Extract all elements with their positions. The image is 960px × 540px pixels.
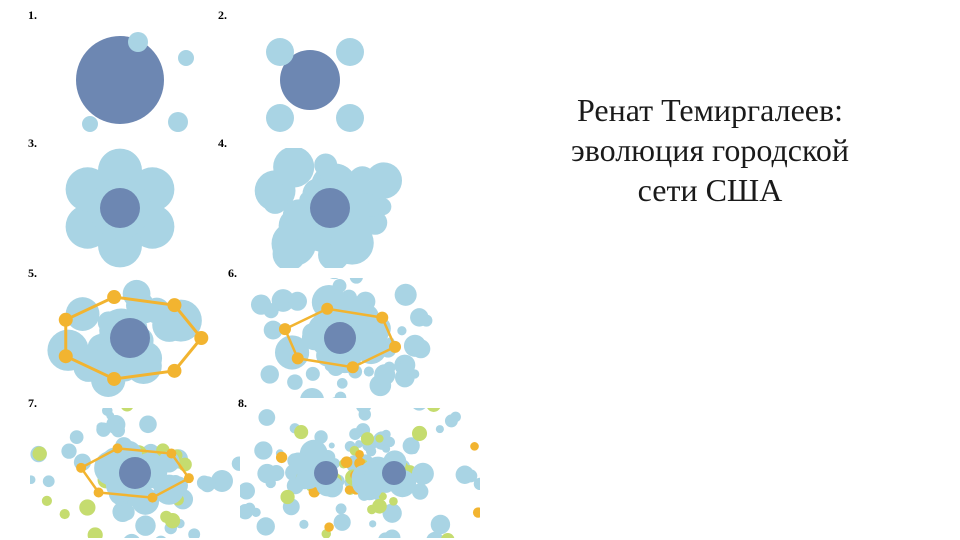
title-block: Ренат Темиргалеев: эволюция городской се…	[490, 90, 930, 210]
title-line-2: эволюция городской	[490, 130, 930, 170]
slide: 1.2.3.4.5.6.7.8. Ренат Темиргалеев: эвол…	[0, 0, 960, 540]
panel-3	[30, 148, 210, 268]
panel-7	[30, 408, 240, 538]
diagram-grid: 1.2.3.4.5.6.7.8.	[0, 0, 480, 540]
panel-5	[30, 278, 230, 398]
title-line-1: Ренат Темиргалеев:	[490, 90, 930, 130]
panel-1	[30, 20, 210, 140]
panel-2	[220, 20, 400, 140]
title-line-3: сети США	[490, 170, 930, 210]
panel-8	[240, 408, 480, 538]
panel-6	[230, 278, 450, 398]
panel-4	[220, 148, 440, 268]
